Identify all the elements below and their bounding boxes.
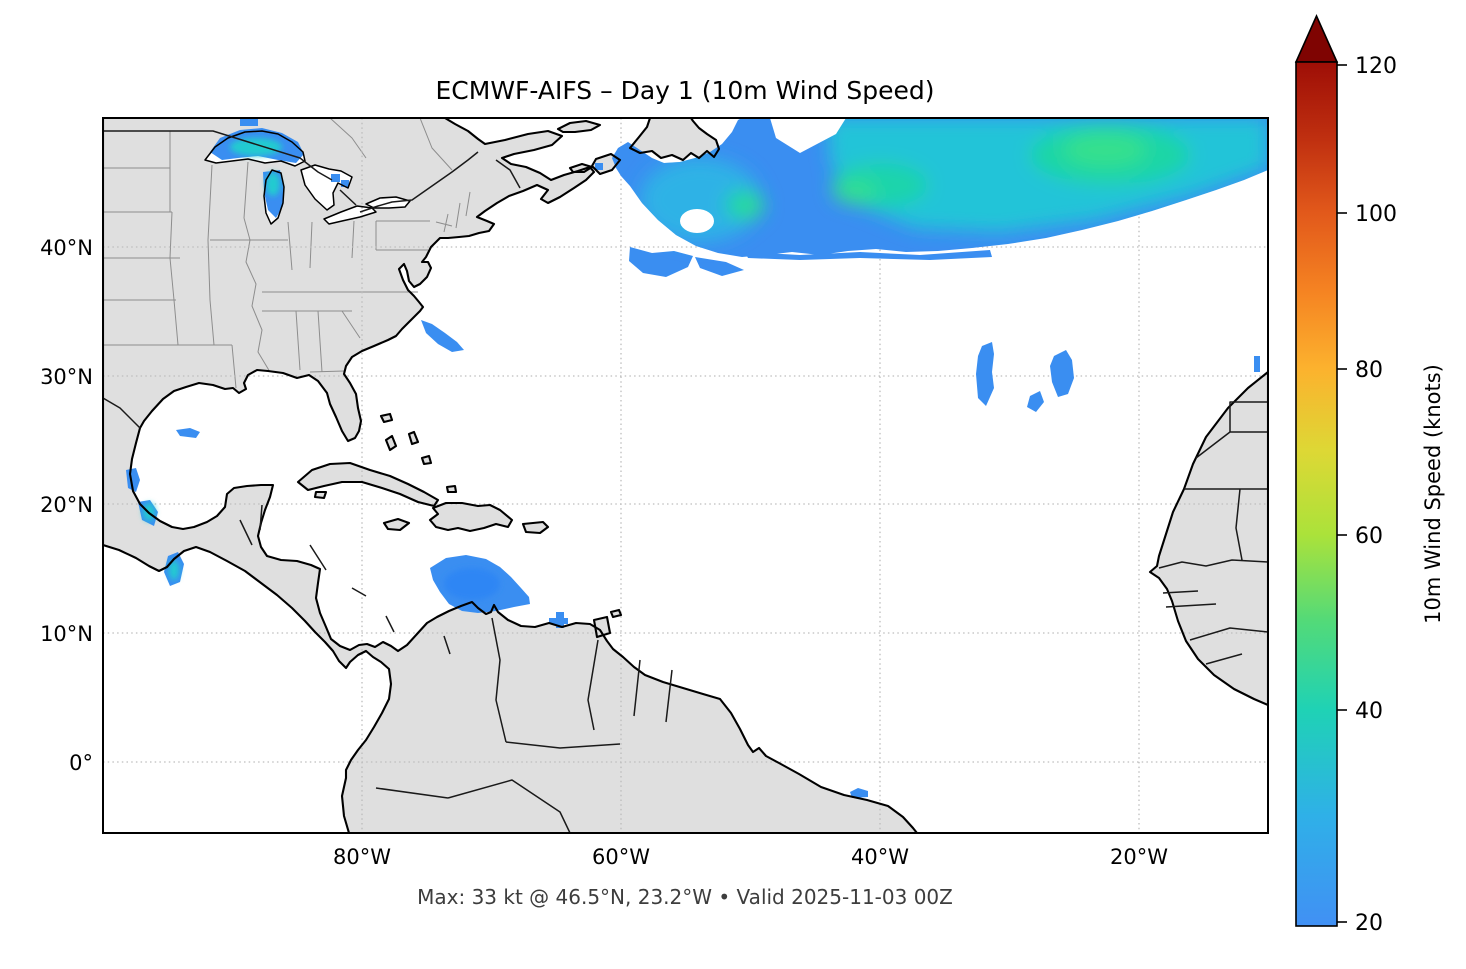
- cb-tick-20: 20: [1355, 911, 1383, 936]
- wind-sliver-midatlantic-3: [1027, 391, 1044, 412]
- x-tick-80w: 80°W: [333, 845, 391, 869]
- map-frame: [102, 117, 1269, 834]
- cb-tick-120: 120: [1355, 54, 1397, 79]
- colorbar-tick-marks: [1337, 64, 1347, 923]
- wind-core-tehuantepec: [169, 560, 179, 580]
- cb-tick-40: 40: [1355, 699, 1383, 724]
- wind-dash-top-edge: [240, 118, 258, 126]
- wind-swath-notch: [770, 118, 846, 153]
- colorbar-gradient-bar: [1295, 61, 1338, 927]
- chart-caption: Max: 33 kt @ 46.5°N, 23.2°W • Valid 2025…: [417, 885, 953, 909]
- cb-tick-60: 60: [1355, 524, 1383, 549]
- colorbar-extend-arrow: [1294, 14, 1339, 63]
- wind-swath-calm-hole: [680, 209, 714, 233]
- wind-core-lake-michigan: [266, 172, 280, 196]
- y-tick-30n: 30°N: [40, 365, 93, 389]
- x-tick-60w: 60°W: [592, 845, 650, 869]
- y-tick-10n: 10°N: [40, 622, 93, 646]
- wind-patch-carolinas-offshore: [421, 320, 464, 352]
- us-state-borders: [103, 118, 471, 389]
- chart-title: ECMWF-AIFS – Day 1 (10m Wind Speed): [436, 76, 935, 105]
- colorbar-axis-label: 10m Wind Speed (knots): [1421, 364, 1445, 624]
- wind-sliver-midatlantic-2: [1050, 350, 1074, 397]
- wind-dash-brazil: [850, 788, 868, 798]
- wind-dot-huron-2: [341, 180, 349, 187]
- x-tick-40w: 40°W: [851, 845, 909, 869]
- cb-tick-80: 80: [1355, 358, 1383, 383]
- wind-dash-gulf-of-mexico: [176, 428, 200, 438]
- country-borders: [103, 130, 1268, 833]
- wind-dot-cabot-strait: [595, 163, 603, 170]
- x-tick-20w: 20°W: [1110, 845, 1168, 869]
- colorbar: 120 100 80 60 40 20 10m Wind Speed (knot…: [1294, 14, 1445, 936]
- wind-sliver-midatlantic-1: [976, 342, 994, 406]
- y-axis-tick-labels: 40°N 30°N 20°N 10°N 0°: [40, 236, 93, 775]
- wind-speed-field: [126, 118, 1268, 798]
- wind-dot-tobago-2: [549, 618, 568, 624]
- cb-tick-100: 100: [1355, 202, 1397, 227]
- wind-dot-huron-1: [331, 174, 340, 182]
- gridlines: [103, 118, 1268, 833]
- colorbar-tick-labels: 120 100 80 60 40 20: [1355, 54, 1397, 936]
- wind-core-caribbean: [444, 568, 500, 600]
- wind-core-lake-superior: [230, 138, 282, 156]
- wind-swath-cores: [640, 118, 1268, 242]
- x-axis-tick-labels: 80°W 60°W 40°W 20°W: [333, 845, 1168, 869]
- wind-dash-morocco: [1254, 356, 1260, 372]
- y-tick-0: 0°: [69, 751, 93, 775]
- y-tick-40n: 40°N: [40, 236, 93, 260]
- y-tick-20n: 20°N: [40, 493, 93, 517]
